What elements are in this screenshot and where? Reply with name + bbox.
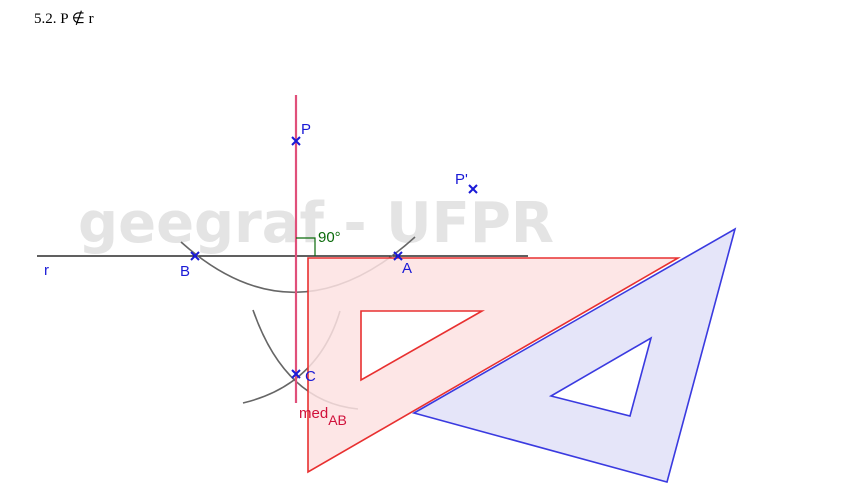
label-P: P (301, 121, 311, 138)
point-P[interactable] (291, 136, 301, 146)
label-r: r (44, 262, 49, 279)
label-med-sub: AB (328, 412, 347, 428)
blue-set-square-body[interactable] (411, 227, 737, 483)
right-angle-mark (296, 237, 316, 256)
point-B[interactable] (190, 251, 200, 261)
label-A: A (402, 260, 412, 277)
label-med-main: med (299, 405, 328, 422)
watermark-text: geegraf - UFPR (78, 191, 554, 256)
point-P-prime[interactable] (468, 184, 478, 194)
label-C: C (305, 368, 316, 385)
blue-set-square[interactable] (411, 227, 737, 483)
angle-label: 90° (318, 229, 341, 246)
exercise-heading: 5.2. P ∉ r (34, 11, 94, 27)
label-P-prime: P' (455, 171, 468, 188)
label-med: medAB (299, 405, 347, 428)
point-A[interactable] (393, 251, 403, 261)
red-set-square[interactable] (307, 257, 681, 474)
point-C[interactable] (291, 369, 301, 379)
red-set-square-body[interactable] (307, 257, 681, 474)
label-B: B (180, 263, 190, 280)
